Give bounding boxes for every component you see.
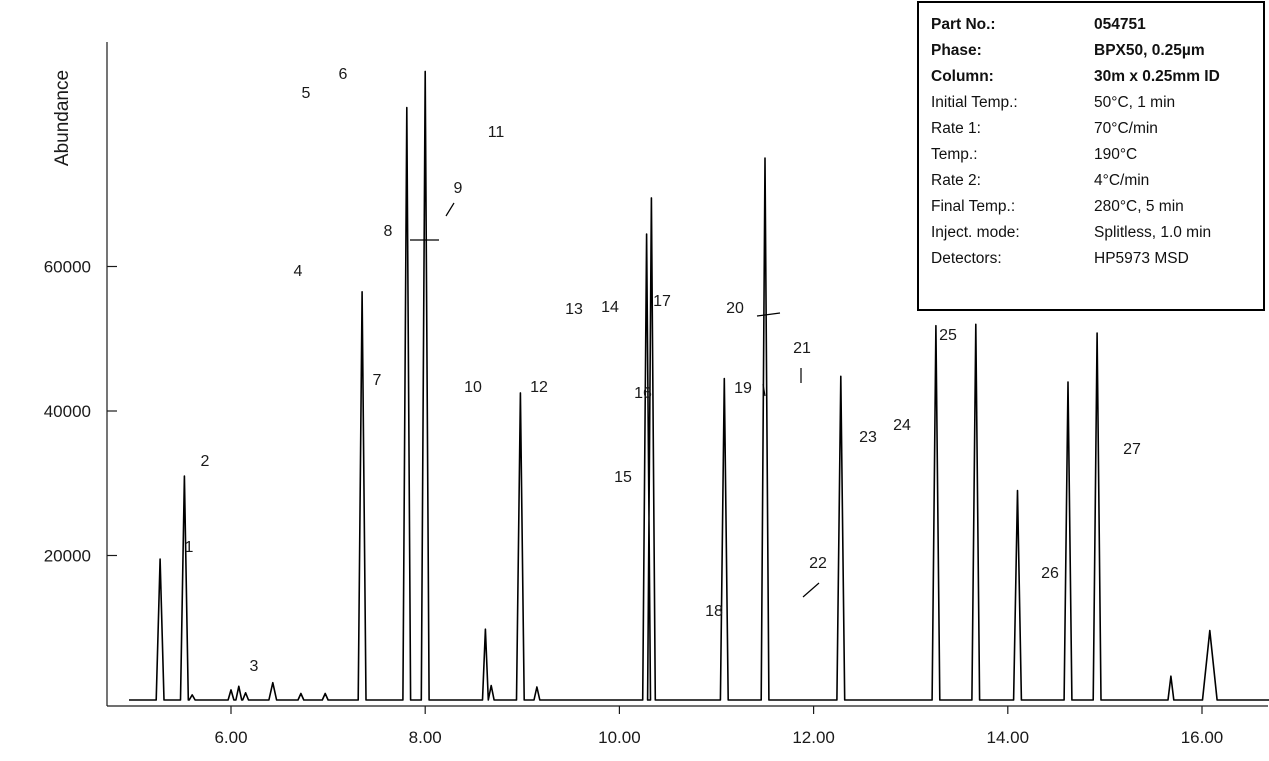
x-axis-ticks: 6.008.0010.0012.0014.0016.0018.0020.0022… [214,706,1224,747]
info-row: Final Temp.: 280°C, 5 min [931,194,1263,220]
info-key: Initial Temp.: [931,94,1018,111]
x-tick-label: 10.00 [598,728,641,747]
peak-label-14: 14 [601,299,619,316]
peak-label-2: 2 [201,453,210,470]
peak-label-18: 18 [705,603,723,620]
info-value: 4°C/min [1094,172,1150,189]
peak-label-5: 5 [302,85,311,102]
info-key: Column: [931,68,994,85]
peak-label-11: 11 [488,124,505,141]
peak-label-19: 19 [734,380,752,397]
info-value: 190°C [1094,146,1138,163]
y-tick-label: 40000 [44,402,91,421]
peak-label-20: 20 [726,300,744,317]
info-key: Rate 1: [931,120,981,137]
peak-label-25: 25 [939,327,957,344]
info-key: Inject. mode: [931,224,1020,241]
peak-9-leader [445,202,455,217]
peak-label-3: 3 [250,658,259,675]
y-tick-label: 20000 [44,547,91,566]
peak-label-10: 10 [464,379,482,396]
info-row: Column: 30m x 0.25mm ID [931,64,1263,90]
x-tick-label: 14.00 [987,728,1030,747]
info-row: Rate 1: 70°C/min [931,116,1263,142]
peak-label-12: 12 [530,379,548,396]
y-tick-label: 60000 [44,258,91,277]
info-value: 50°C, 1 min [1094,94,1176,111]
peak-label-27: 27 [1123,441,1141,458]
peak-label-17: 17 [653,293,671,310]
peak-label-9: 9 [454,180,463,197]
info-value: 70°C/min [1094,120,1158,137]
info-row: Detectors: HP5973 MSD [931,246,1263,272]
peak-label-1: 1 [185,539,194,556]
info-key: Temp.: [931,146,978,163]
method-info-rows: Part No.: 054751 Phase: BPX50, 0.25µm Column… [931,12,1263,272]
x-tick-label: 6.00 [214,728,247,747]
peak-label-13: 13 [565,301,583,318]
peak-label-21: 21 [793,340,811,357]
peak-label-24: 24 [893,417,911,434]
info-row: Temp.: 190°C [931,142,1263,168]
info-row: Initial Temp.: 50°C, 1 min [931,90,1263,116]
peak-label-6: 6 [339,66,348,83]
info-value: HP5973 MSD [1094,250,1189,267]
info-key: Phase: [931,42,982,59]
x-tick-label: 16.00 [1181,728,1224,747]
peak-20-leader [756,312,781,317]
peak-label-8: 8 [384,223,393,240]
info-key: Detectors: [931,250,1002,267]
info-row: Rate 2: 4°C/min [931,168,1263,194]
x-tick-label: 12.00 [792,728,835,747]
peak-19-leader [762,383,766,397]
info-row: Inject. mode: Splitless, 1.0 min [931,220,1263,246]
chromatogram-trace [129,70,1269,701]
info-row: Part No.: 054751 [931,12,1263,38]
peak-leader-lines [410,202,820,598]
info-key: Part No.: [931,16,996,33]
peak-label-4: 4 [294,263,303,280]
info-row: Phase: BPX50, 0.25µm [931,38,1263,64]
y-axis-title: Abundance [52,70,73,166]
info-value: BPX50, 0.25µm [1094,42,1205,59]
info-value: 280°C, 5 min [1094,198,1184,215]
peak-label-26: 26 [1041,565,1059,582]
x-tick-label: 8.00 [409,728,442,747]
info-value: 054751 [1094,16,1146,33]
info-value: 30m x 0.25mm ID [1094,68,1220,85]
info-value: Splitless, 1.0 min [1094,224,1212,241]
peak-22-leader [802,582,820,598]
peak-label-7: 7 [373,372,382,389]
peak-label-16: 16 [634,385,652,402]
info-key: Final Temp.: [931,198,1016,215]
peak-label-23: 23 [859,429,877,446]
info-key: Rate 2: [931,172,981,189]
peak-label-22: 22 [809,555,827,572]
y-axis-ticks: 20000 40000 60000 [44,258,117,566]
peak-label-15: 15 [614,469,632,486]
method-info-box: Part No.: 054751 Phase: BPX50, 0.25µm Column… [917,1,1265,311]
